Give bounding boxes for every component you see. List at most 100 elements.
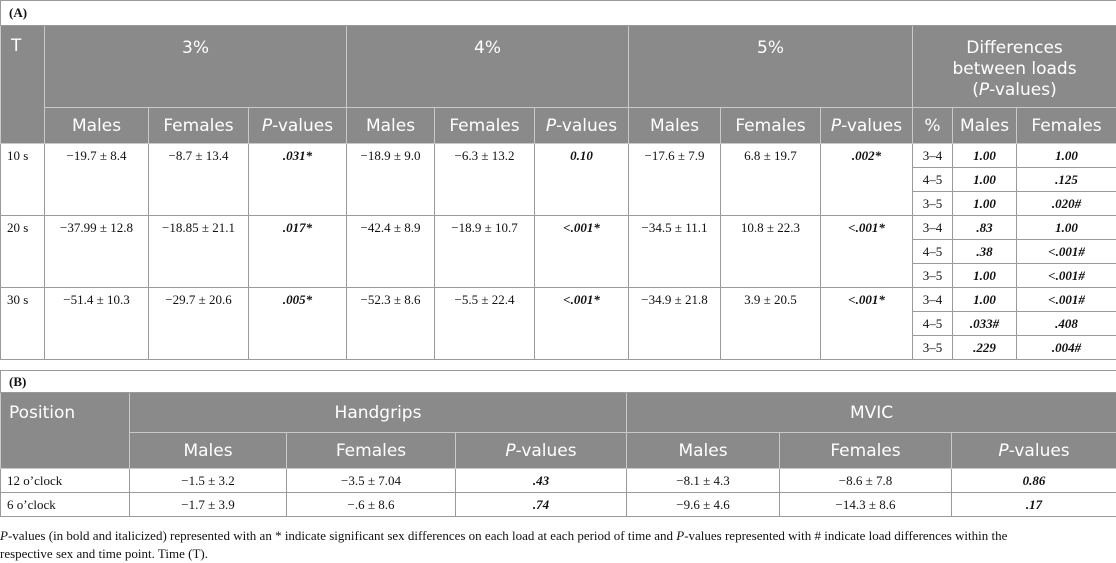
females-value: 10.8 ± 22.3 [720,215,821,288]
sub-females: Females [434,107,535,144]
females-value: −8.7 ± 13.4 [148,143,249,216]
males-value: −1.5 ± 3.2 [129,468,287,493]
diff-females: .408 [1015,311,1116,336]
diff-females: 1.00 [1015,143,1116,168]
sub-males: Males [952,107,1017,144]
pvalue: <.001* [534,287,629,360]
sub-pvalues: P-values [248,107,347,144]
position-cell: 12 o’clock [0,468,130,493]
header-row-1: Position Handgrips MVIC [0,392,1116,469]
diff-males: .229 [952,335,1017,360]
females-value: −18.9 ± 10.7 [434,215,535,288]
diff-males: 1.00 [952,191,1017,216]
diff-males: .38 [952,239,1017,264]
diff-pair: 3–5 [912,335,953,360]
time-cell: 10 s [0,143,45,216]
females-value: −18.85 ± 21.1 [148,215,249,288]
position-cell: 6 o’clock [0,492,130,517]
header-load-2: 5% [628,25,913,108]
females-value: −8.6 ± 7.8 [779,468,952,493]
sub-females: Females [148,107,249,144]
diff-females: .020# [1015,191,1116,216]
time-cell: 30 s [0,287,45,360]
pvalue: .005* [248,287,347,360]
table-b: (B) Position Handgrips MVIC Males Females P-va… [0,370,1116,517]
females-value: −5.5 ± 22.4 [434,287,535,360]
sub-pvalues: P-values [820,107,913,144]
time-cell: 20 s [0,215,45,288]
males-value: −34.5 ± 11.1 [628,215,721,288]
sub-males: Males [129,432,287,469]
label-row: (B) [0,370,1116,393]
diff-males: 1.00 [952,143,1017,168]
pvalue: .43 [455,468,627,493]
table-row: 12 o’clock −1.5 ± 3.2 −3.5 ± 7.04.43 −8.1 ±… [0,468,1116,493]
diff-males: 1.00 [952,287,1017,312]
pvalue: <.001* [534,215,629,288]
males-value: −34.9 ± 21.8 [628,287,721,360]
header-position: Position [0,392,130,469]
sub-females: Females [286,432,456,469]
table-row: 30 s −51.4 ± 10.3 −29.7 ± 20.6.005* −52.3 ±… [0,287,1116,360]
females-value: 6.8 ± 19.7 [720,143,821,216]
pvalue: .031* [248,143,347,216]
table-row: 3–5 1.00 <.001# [1,263,1116,288]
males-value: −8.1 ± 4.3 [626,468,780,493]
sub-males: Males [626,432,780,469]
diff-males: .83 [952,215,1017,240]
males-value: −17.6 ± 7.9 [628,143,721,216]
males-value: −18.9 ± 9.0 [346,143,435,216]
diff-females: <.001# [1015,263,1116,288]
header-group-0: Handgrips [129,392,627,433]
sub-males: Males [346,107,435,144]
males-value: −42.4 ± 8.9 [346,215,435,288]
diff-pair: 3–4 [912,287,953,312]
header-row-2: Males Females P-values Males Females P-values [1,432,1116,469]
table-row: 20 s −37.99 ± 12.8 −18.85 ± 21.1.017* −42.4… [0,215,1116,288]
diff-pair: 3–4 [912,143,953,168]
header-t: T [0,25,45,144]
table-b-label: (B) [0,370,1116,393]
males-value: −19.7 ± 8.4 [44,143,149,216]
diff-males: 1.00 [952,167,1017,192]
sub-pct: % [912,107,953,144]
females-value: −3.5 ± 7.04 [286,468,456,493]
table-a: (A) T 3% 4% 5% Differences between loads (P-val… [0,0,1116,360]
pvalue: 0.10 [534,143,629,216]
diff-females: .125 [1015,167,1116,192]
sub-females: Females [720,107,821,144]
diff-header-pvalues: (P-values) [914,80,1116,101]
pvalue: .17 [950,492,1116,517]
males-value: −9.6 ± 4.6 [626,492,780,517]
table-row: 10 s −19.7 ± 8.4 −8.7 ± 13.4.031* −18.9 ± 9… [0,143,1116,216]
header-row-2: Males Females P-values Males Females P-values… [1,107,1116,144]
diff-header-pvalues-text: (P-values) [972,80,1057,100]
females-value: −29.7 ± 20.6 [148,287,249,360]
table-row: 3–5 1.00.020# [1,191,1116,216]
sub-females: Females [1015,107,1116,144]
sub-males: Males [628,107,721,144]
diff-females: <.001# [1015,287,1116,312]
diff-males: 1.00 [952,263,1017,288]
diff-pair: 4–5 [912,311,953,336]
diff-pair: 3–5 [912,263,953,288]
diff-females: 1.00 [1015,215,1116,240]
pvalue: <.001* [820,215,913,288]
females-value: 3.9 ± 20.5 [720,287,821,360]
diff-pair: 3–5 [912,191,953,216]
table-footnote: P-values (in bold and italicized) repres… [0,528,1008,561]
header-row-1: T 3% 4% 5% Differences between loads (P-values… [0,25,1116,144]
diff-females: .004# [1015,335,1116,360]
sub-males: Males [44,107,149,144]
header-differences: Differences between loads (P-values) [911,25,1116,108]
sub-females: Females [779,432,952,469]
males-value: −37.99 ± 12.8 [44,215,149,288]
males-value: −52.3 ± 8.6 [346,287,435,360]
table-a-label: (A) [0,0,1116,26]
header-load-0: 3% [44,25,347,108]
females-value: −6.3 ± 13.2 [434,143,535,216]
sub-pvalues: P-values [455,432,627,469]
males-value: −51.4 ± 10.3 [44,287,149,360]
pvalue: .002* [820,143,913,216]
males-value: −1.7 ± 3.9 [129,492,287,517]
